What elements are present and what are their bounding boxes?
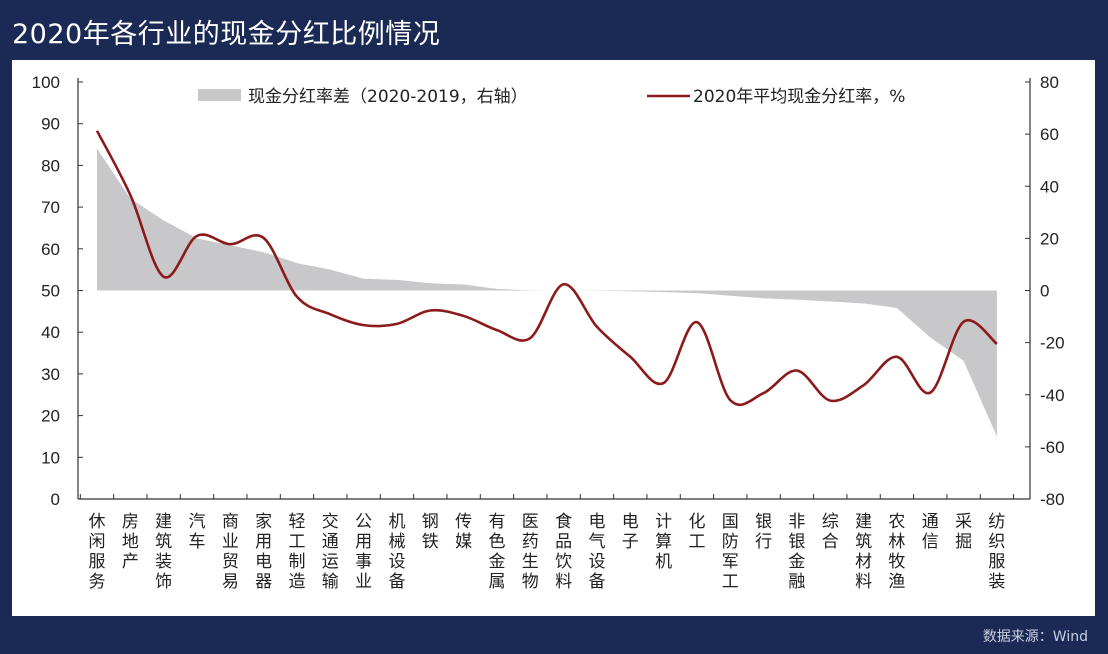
left-tick-label: 20	[41, 407, 60, 426]
x-tick-label: 国防军工	[721, 512, 739, 592]
x-tick-label: 农林牧渔	[888, 512, 906, 592]
x-tick-label: 食品饮料	[555, 512, 573, 592]
right-tick-label: -60	[1040, 438, 1065, 457]
x-tick-label: 银行	[755, 512, 773, 552]
x-tick-label: 公用事业	[355, 512, 373, 592]
x-tick-label: 通信	[921, 512, 939, 552]
legend-swatch-area	[198, 89, 241, 101]
chart-panel	[12, 60, 1095, 616]
left-tick-label: 80	[41, 156, 60, 175]
left-tick-label: 70	[41, 198, 60, 217]
right-tick-label: 80	[1040, 73, 1059, 92]
x-tick-label: 传媒	[455, 512, 473, 552]
left-tick-label: 30	[41, 365, 60, 384]
x-tick-label: 建筑材料	[855, 512, 873, 592]
x-tick-label: 综合	[821, 512, 839, 552]
x-tick-label: 轻工制造	[288, 512, 306, 592]
right-tick-label: 0	[1040, 282, 1049, 301]
x-tick-label: 医药生物	[521, 512, 539, 592]
x-tick-label: 家用电器	[255, 512, 273, 592]
area-series-dividend-diff	[97, 148, 997, 437]
line-series-payout-ratio	[95, 130, 998, 407]
x-tick-label: 非银金融	[788, 512, 806, 592]
right-tick-label: 20	[1040, 229, 1059, 248]
left-tick-label: 40	[41, 323, 60, 342]
right-tick-label: -80	[1040, 490, 1065, 509]
x-tick-label: 采掘	[955, 512, 973, 552]
right-tick-label: 60	[1040, 125, 1059, 144]
x-tick-label: 化工	[688, 512, 706, 552]
right-tick-label: -20	[1040, 334, 1065, 353]
legend-label-line: 2020年平均现金分红率，%	[693, 87, 905, 107]
x-tick-label: 电子	[621, 512, 639, 552]
source-note: 数据来源：Wind	[982, 629, 1088, 645]
x-tick-label: 计算机	[655, 512, 673, 572]
x-tick-label: 商业贸易	[221, 512, 239, 592]
left-tick-label: 60	[41, 240, 60, 259]
x-tick-label: 有色金属	[488, 512, 506, 592]
x-tick-label: 机械设备	[388, 512, 406, 592]
right-tick-label: 40	[1040, 177, 1059, 196]
left-tick-label: 100	[32, 73, 60, 92]
left-tick-label: 90	[41, 115, 60, 134]
legend-label-area: 现金分红率差（2020-2019，右轴）	[248, 87, 528, 107]
x-tick-label: 纺织服装	[988, 512, 1006, 592]
chart-title: 2020年各行业的现金分红比例情况	[12, 19, 441, 50]
x-tick-label: 电气设备	[588, 512, 606, 592]
x-tick-label: 建筑装饰	[155, 512, 173, 592]
left-tick-label: 50	[41, 282, 60, 301]
right-tick-label: -40	[1040, 386, 1065, 405]
left-tick-label: 0	[51, 490, 60, 509]
left-tick-label: 10	[41, 448, 60, 467]
x-tick-label: 钢铁	[421, 512, 439, 552]
x-tick-label: 房地产	[121, 512, 139, 572]
x-tick-label: 交通运输	[321, 512, 339, 592]
x-tick-label: 休闲服务	[88, 512, 106, 592]
x-tick-label: 汽车	[188, 512, 206, 552]
